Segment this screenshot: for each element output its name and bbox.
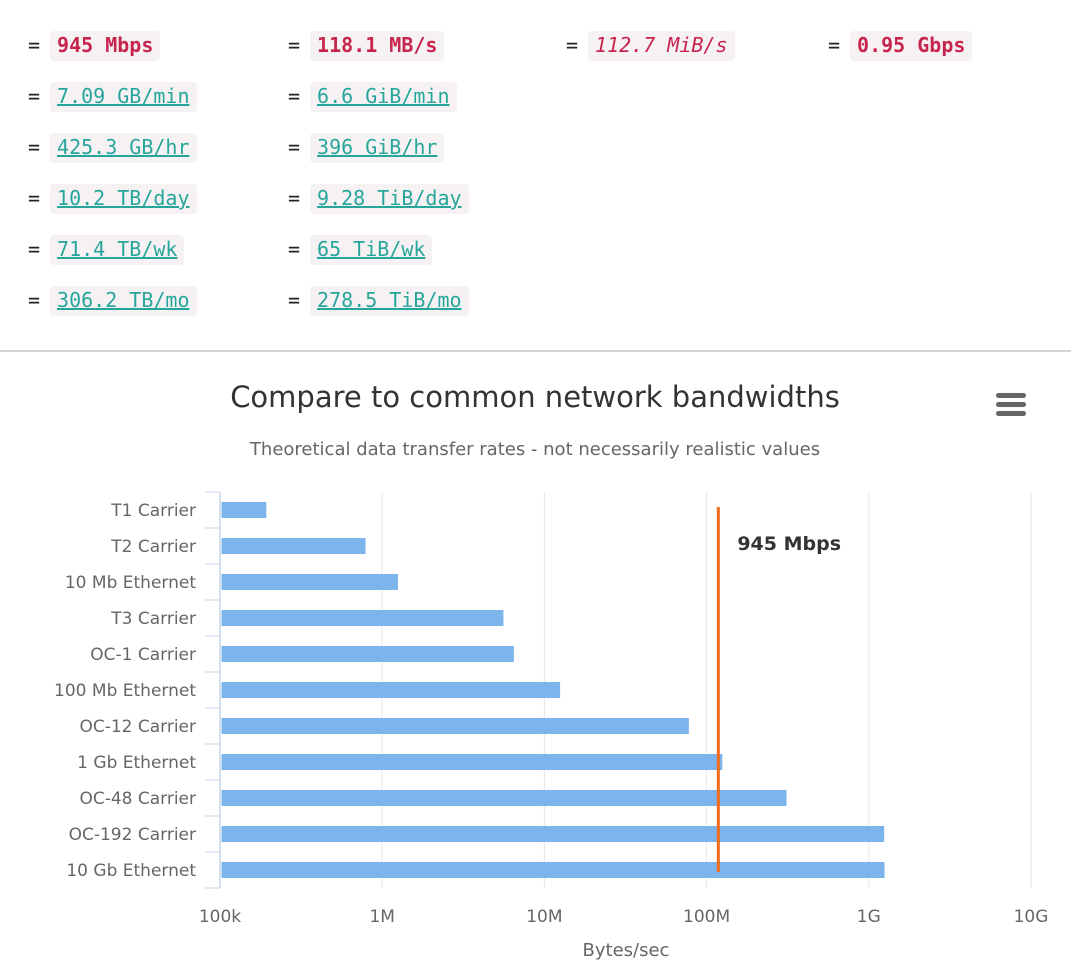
conversion-link[interactable]: 425.3 GB/hr: [50, 133, 197, 163]
conversion-link[interactable]: 306.2 TB/mo: [50, 286, 197, 316]
conversion-value: 118.1 MB/s: [310, 31, 445, 61]
equals-sign: =: [28, 84, 41, 108]
conversion-item: = 0.95 Gbps: [828, 27, 973, 63]
conversion-item: = 945 Mbps: [28, 27, 161, 63]
bar: [221, 574, 398, 590]
equals-sign: =: [288, 33, 301, 57]
bandwidth-chart-svg: Compare to common network bandwidths The…: [54, 380, 1049, 961]
conversion-item[interactable]: = 6.6 GiB/min: [288, 78, 457, 114]
category-label: 1 Gb Ethernet: [77, 753, 196, 773]
equals-sign: =: [28, 33, 41, 57]
conversion-value: 112.7 MiB/s: [588, 31, 735, 61]
equals-sign: =: [288, 237, 301, 261]
conversion-link[interactable]: 6.6 GiB/min: [310, 82, 457, 112]
category-label: OC-48 Carrier: [79, 789, 196, 809]
conversion-item[interactable]: = 10.2 TB/day: [28, 180, 197, 216]
axes: 100k 1M 10M 100M 1G 10G T1 Carrier T2 Carrier 10…: [54, 491, 1049, 927]
category-label: 10 Mb Ethernet: [65, 573, 196, 593]
conversion-value: 0.95 Gbps: [850, 31, 973, 61]
bar: [221, 682, 561, 698]
bar: [221, 646, 514, 662]
bar: [221, 610, 504, 626]
bar: [221, 790, 787, 806]
conversion-link[interactable]: 65 TiB/wk: [310, 235, 433, 265]
conversion-item[interactable]: = 306.2 TB/mo: [28, 282, 197, 318]
bars: [221, 502, 885, 878]
conversion-results: = 945 Mbps = 118.1 MB/s = 112.7 MiB/s = 0.95 Gb…: [0, 0, 1071, 350]
conversion-link[interactable]: 9.28 TiB/day: [310, 184, 469, 214]
conversion-item[interactable]: = 71.4 TB/wk: [28, 231, 185, 267]
section-divider: [0, 350, 1071, 352]
x-tick-label: 1M: [369, 907, 394, 927]
x-tick-label: 100M: [683, 907, 730, 927]
equals-sign: =: [28, 186, 41, 210]
bar: [221, 502, 267, 518]
chart-subtitle: Theoretical data transfer rates - not ne…: [249, 439, 820, 460]
reference-line-label: 945 Mbps: [737, 533, 841, 555]
hamburger-icon: [996, 393, 1026, 416]
equals-sign: =: [28, 237, 41, 261]
bar: [221, 826, 885, 842]
conversion-link[interactable]: 7.09 GB/min: [50, 82, 197, 112]
reference-line-group: 945 Mbps: [716, 507, 841, 872]
conversion-item: = 118.1 MB/s: [288, 27, 445, 63]
conversion-item[interactable]: = 396 GiB/hr: [288, 129, 445, 165]
bandwidth-chart: Compare to common network bandwidths The…: [0, 352, 1071, 973]
conversion-item[interactable]: = 7.09 GB/min: [28, 78, 197, 114]
chart-title: Compare to common network bandwidths: [230, 380, 840, 414]
chart-menu-button[interactable]: [990, 388, 1032, 422]
equals-sign: =: [28, 135, 41, 159]
conversion-item[interactable]: = 425.3 GB/hr: [28, 129, 197, 165]
category-label: OC-192 Carrier: [69, 825, 196, 845]
x-tick-label: 10M: [526, 907, 562, 927]
conversion-link[interactable]: 71.4 TB/wk: [50, 235, 185, 265]
equals-sign: =: [828, 33, 841, 57]
category-label: 100 Mb Ethernet: [54, 681, 196, 701]
equals-sign: =: [288, 186, 301, 210]
x-tick-label: 100k: [199, 907, 241, 927]
equals-sign: =: [288, 84, 301, 108]
bar: [221, 862, 885, 878]
equals-sign: =: [288, 288, 301, 312]
conversion-value: 945 Mbps: [50, 31, 161, 61]
category-label: 10 Gb Ethernet: [66, 861, 196, 881]
category-label: OC-12 Carrier: [79, 717, 196, 737]
x-tick-label: 1G: [857, 907, 881, 927]
bar: [221, 718, 689, 734]
x-tick-label: 10G: [1014, 907, 1049, 927]
equals-sign: =: [566, 33, 579, 57]
conversion-item: = 112.7 MiB/s: [566, 27, 735, 63]
bar: [221, 754, 723, 770]
x-axis-title: Bytes/sec: [583, 940, 670, 961]
equals-sign: =: [288, 135, 301, 159]
category-label: T2 Carrier: [110, 537, 196, 557]
conversion-item[interactable]: = 65 TiB/wk: [288, 231, 433, 267]
conversion-link[interactable]: 278.5 TiB/mo: [310, 286, 469, 316]
category-label: T1 Carrier: [110, 501, 196, 521]
category-label: T3 Carrier: [110, 609, 196, 629]
conversion-item[interactable]: = 278.5 TiB/mo: [288, 282, 469, 318]
category-label: OC-1 Carrier: [90, 645, 196, 665]
conversion-item[interactable]: = 9.28 TiB/day: [288, 180, 469, 216]
equals-sign: =: [28, 288, 41, 312]
bar: [221, 538, 366, 554]
conversion-link[interactable]: 396 GiB/hr: [310, 133, 445, 163]
conversion-link[interactable]: 10.2 TB/day: [50, 184, 197, 214]
